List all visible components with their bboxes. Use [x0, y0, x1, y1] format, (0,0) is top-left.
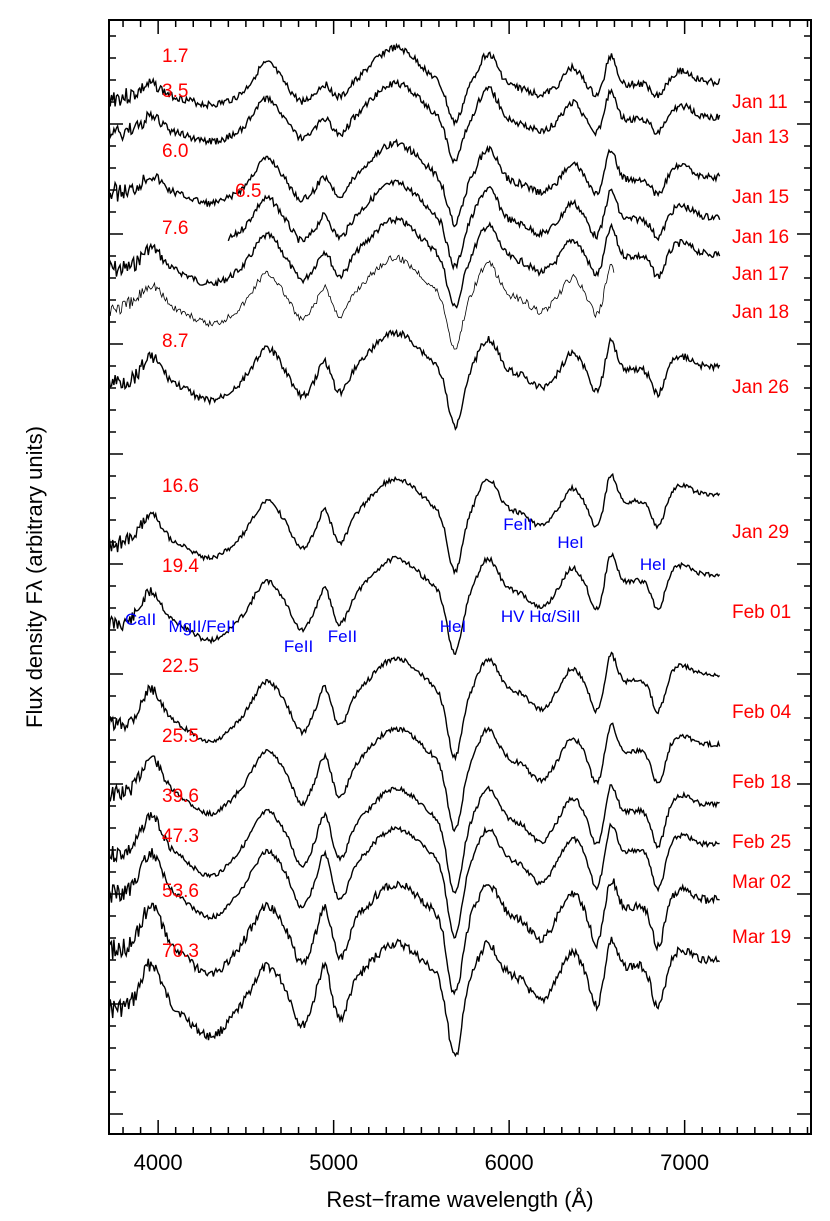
phase-label: 6.5 — [235, 181, 261, 202]
phase-label: 53.6 — [162, 881, 199, 902]
date-label: Mar 02 — [732, 872, 791, 893]
line-id-label: HeI — [557, 533, 583, 552]
x-tick-label: 5000 — [309, 1150, 358, 1175]
phase-label: 8.7 — [162, 331, 188, 352]
phase-label: 39.6 — [162, 786, 199, 807]
date-label: Jan 16 — [732, 227, 789, 248]
x-tick-label: 6000 — [485, 1150, 534, 1175]
spectra-layer — [109, 42, 721, 1058]
date-label: Feb 25 — [732, 832, 791, 853]
spectrum-line — [227, 179, 721, 271]
spectrum-line — [109, 472, 721, 576]
date-label: Jan 17 — [732, 264, 789, 285]
phase-label: 19.4 — [162, 556, 199, 577]
plot-frame — [108, 19, 812, 1135]
line-identifications: CaII MgII/FeII FeII FeII HeI HV Hα/SiII FeII He… — [125, 515, 666, 656]
line-id-label: HeI — [440, 617, 466, 636]
phase-label: 47.3 — [162, 826, 199, 847]
line-id-label: FeII — [284, 637, 313, 656]
phase-label: 16.6 — [162, 476, 199, 497]
spectrum-line — [109, 254, 615, 350]
x-axis-title: Rest−frame wavelength (Å) — [326, 1187, 593, 1212]
axis-ticks — [109, 20, 811, 1134]
line-id-label: HV Hα/SiII — [501, 607, 581, 626]
spectrum-line — [109, 42, 721, 127]
x-tick-label: 4000 — [134, 1150, 183, 1175]
date-label: Jan 13 — [732, 127, 789, 148]
spectrum-line — [109, 328, 721, 431]
date-label: Jan 26 — [732, 377, 789, 398]
date-label: Mar 19 — [732, 927, 791, 948]
phase-label: 25.5 — [162, 726, 199, 747]
line-id-label: CaII — [125, 610, 156, 629]
spectrum-line — [109, 215, 721, 309]
date-label: Feb 04 — [732, 702, 792, 723]
line-id-label: MgII/FeII — [168, 617, 235, 636]
spectrum-line — [109, 138, 721, 228]
spectrum-line — [109, 784, 720, 894]
date-label: Jan 18 — [732, 302, 789, 323]
line-id-label: FeII — [328, 627, 357, 646]
x-tick-labels: 4000 5000 6000 7000 — [134, 1150, 709, 1175]
phase-label: 70.3 — [162, 941, 199, 962]
date-labels: Jan 11 Jan 13 Jan 15 Jan 16 Jan 17 Jan 18 Jan … — [732, 92, 792, 948]
line-id-label: FeII — [503, 515, 532, 534]
phase-label: 7.6 — [162, 218, 188, 239]
date-label: Jan 15 — [732, 187, 789, 208]
x-tick-label: 7000 — [660, 1150, 709, 1175]
spectrum-line — [109, 822, 720, 939]
spectrum-line — [109, 78, 721, 165]
spectrum-line — [109, 552, 721, 656]
date-label: Feb 01 — [732, 602, 791, 623]
phase-label: 1.7 — [162, 46, 188, 67]
date-label: Jan 29 — [732, 522, 789, 543]
spectrum-line — [109, 722, 721, 833]
phase-label: 22.5 — [162, 656, 199, 677]
spectrum-line — [109, 878, 720, 996]
line-id-label: HeI — [640, 555, 666, 574]
spectrum-line — [109, 651, 721, 762]
phase-label: 6.0 — [162, 141, 188, 162]
phase-label: 3.5 — [162, 81, 188, 102]
date-label: Jan 11 — [732, 92, 788, 113]
y-axis-title: Flux density Fλ (arbitrary units) — [22, 426, 47, 728]
spectrum-line — [109, 936, 720, 1058]
phase-labels: 1.7 3.5 6.0 6.5 7.6 8.7 16.6 19.4 22.5 25.5 39.6 47… — [162, 46, 261, 962]
date-label: Feb 18 — [732, 772, 791, 793]
